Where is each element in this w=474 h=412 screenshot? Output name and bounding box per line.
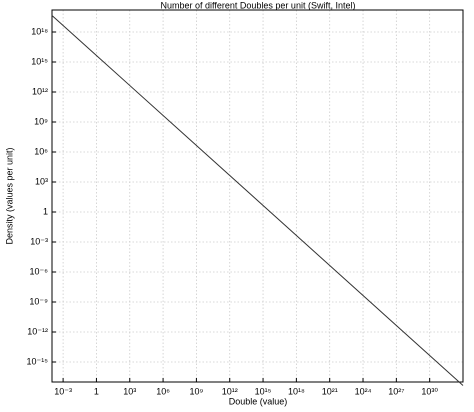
chart-title: Number of different Doubles per unit (Sw… xyxy=(161,0,356,10)
x-tick-label: 10⁻³ xyxy=(54,386,72,396)
x-tick-label: 10¹⁸ xyxy=(288,386,305,396)
x-tick-label: 10²⁴ xyxy=(355,386,372,396)
x-tick-label: 10³ xyxy=(123,386,136,396)
plot-frame xyxy=(51,9,464,383)
x-tick-label: 10¹⁵ xyxy=(255,386,272,396)
x-tick-label: 10⁶ xyxy=(156,386,170,396)
y-tick-label: 10⁻¹² xyxy=(27,326,48,336)
y-tick-label: 10⁻⁶ xyxy=(30,266,49,276)
x-tick-label: 10²¹ xyxy=(322,386,338,396)
y-tick-label: 10³ xyxy=(35,176,48,186)
x-tick-label: 10⁹ xyxy=(189,386,203,396)
y-tick-label: 10¹² xyxy=(32,86,48,96)
y-axis-label: Density (values per unit) xyxy=(4,147,14,244)
y-tick-label: 10¹⁸ xyxy=(31,26,48,36)
x-tick-label: 10¹² xyxy=(222,386,238,396)
y-tick-label: 10⁶ xyxy=(34,146,48,156)
y-tick-label: 10⁻³ xyxy=(30,236,48,246)
x-tick-label: 10²⁷ xyxy=(388,386,404,396)
data-line xyxy=(51,15,464,386)
y-tick-label: 10⁻⁹ xyxy=(29,296,48,306)
y-tick-label: 10¹⁵ xyxy=(31,56,48,66)
x-axis-label: Double (value) xyxy=(229,396,288,406)
y-tick-label: 1 xyxy=(43,206,48,216)
y-tick-label: 10⁹ xyxy=(34,116,48,126)
y-tick-label: 10⁻¹⁵ xyxy=(27,356,49,366)
x-tick-label: 10³⁰ xyxy=(421,386,438,396)
x-tick-label: 1 xyxy=(94,386,99,396)
